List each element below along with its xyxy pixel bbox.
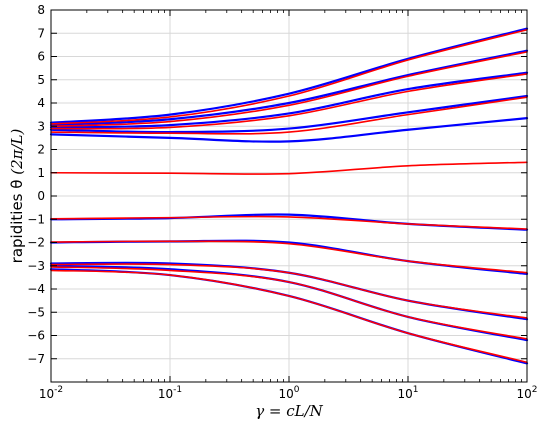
y-tick-label: 8	[37, 3, 45, 17]
series-line-9	[50, 28, 528, 125]
x-tick-label: 10-1	[158, 385, 182, 401]
series-line-4	[49, 49, 529, 127]
y-tick-label: 5	[37, 73, 45, 87]
y-axis-title-text: rapidities θ	[8, 180, 26, 264]
y-tick-label: 7	[37, 26, 45, 40]
series-line-7	[50, 73, 528, 130]
y-tick-label: −5	[27, 305, 45, 319]
series-line-15	[50, 215, 528, 230]
x-tick-label: 10-2	[39, 385, 63, 401]
series-line-17	[50, 263, 528, 319]
ticks: 10-2 10-1 100 101 102 −7 −6 −5 −4 −3 −2 −1 0 1 2 3 4 5 6 7 8	[27, 3, 537, 401]
series-group	[49, 27, 529, 365]
x-tick-label: 100	[278, 385, 299, 401]
y-axis-title: rapidities θ (2π/L)	[8, 129, 26, 264]
x-axis-title: γ = cL/N	[255, 402, 323, 420]
y-tick-label: 2	[37, 143, 45, 157]
y-tick-label: 1	[37, 166, 45, 180]
series-line-18	[50, 266, 528, 340]
series-line-2	[49, 94, 529, 134]
series-line-8	[50, 51, 528, 128]
series-line-19	[50, 269, 528, 364]
y-tick-label: −3	[27, 259, 45, 273]
y-tick-label: 3	[37, 119, 45, 133]
y-tick-label: 0	[37, 189, 45, 203]
y-tick-label: −4	[27, 282, 45, 296]
series-line-0	[50, 161, 528, 175]
y-tick-label: 6	[37, 50, 45, 64]
series-line-16	[50, 240, 528, 274]
series-line-6	[50, 96, 528, 135]
x-tick-label: 102	[516, 385, 537, 401]
y-tick-label: 4	[37, 96, 45, 110]
x-tick-label: 101	[397, 385, 418, 401]
series-line-1	[49, 117, 529, 143]
y-tick-label: −2	[27, 236, 45, 250]
series-line-5	[49, 27, 529, 124]
series-line-3	[49, 71, 529, 129]
y-tick-label: −7	[27, 352, 45, 366]
y-tick-label: −6	[27, 329, 45, 343]
y-axis-title-unit: (2π/L)	[8, 129, 26, 175]
y-tick-label: −1	[27, 212, 45, 226]
